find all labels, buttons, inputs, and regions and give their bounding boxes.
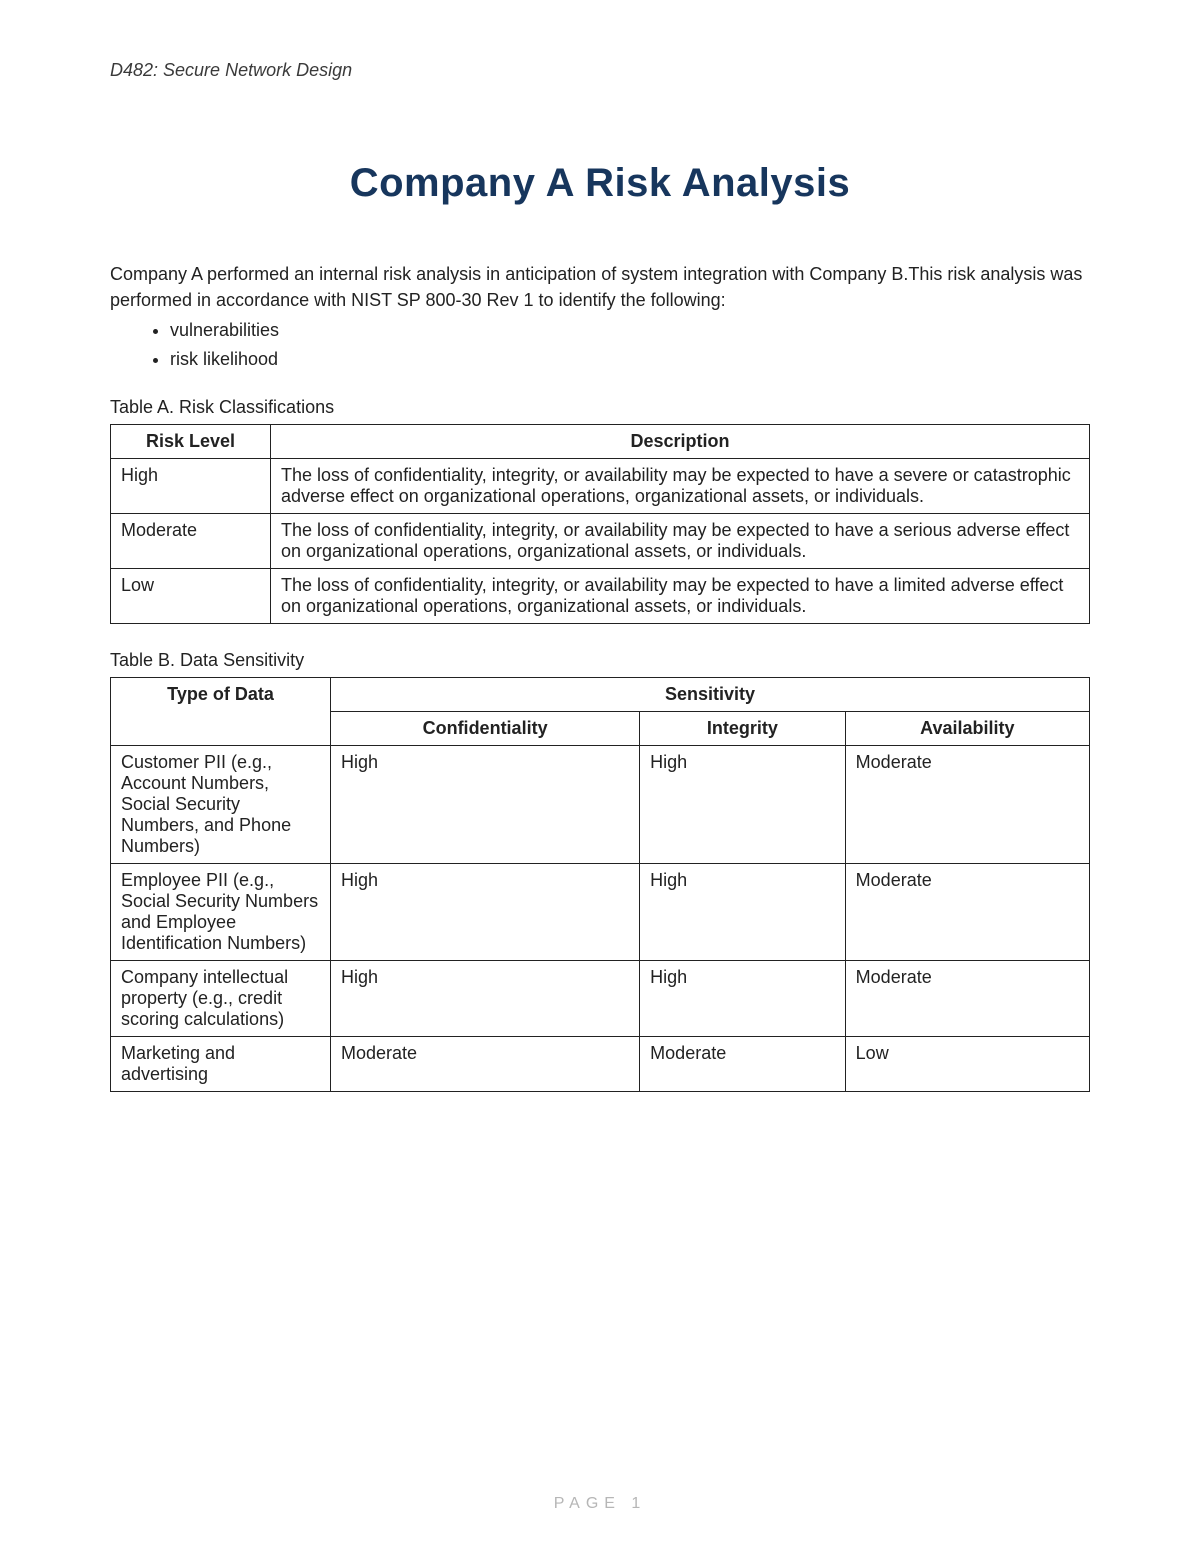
table-b-caption: Table B. Data Sensitivity xyxy=(110,650,1090,671)
cell-confidentiality: High xyxy=(331,961,640,1037)
table-b-col-availability: Availability xyxy=(845,712,1089,746)
table-row: Company intellectual property (e.g., cre… xyxy=(111,961,1090,1037)
table-b-col-integrity: Integrity xyxy=(640,712,846,746)
cell-confidentiality: High xyxy=(331,746,640,864)
cell-type: Customer PII (e.g., Account Numbers, Soc… xyxy=(111,746,331,864)
cell-availability: Moderate xyxy=(845,746,1089,864)
table-b-col-type: Type of Data xyxy=(111,678,331,746)
cell-type: Employee PII (e.g., Social Security Numb… xyxy=(111,864,331,961)
table-row: Customer PII (e.g., Account Numbers, Soc… xyxy=(111,746,1090,864)
document-header: D482: Secure Network Design xyxy=(110,60,1090,81)
table-a-col-description: Description xyxy=(271,425,1090,459)
cell-integrity: High xyxy=(640,961,846,1037)
table-row: Low The loss of confidentiality, integri… xyxy=(111,569,1090,624)
table-row: Marketing and advertising Moderate Moder… xyxy=(111,1037,1090,1092)
intro-paragraph: Company A performed an internal risk ana… xyxy=(110,261,1090,313)
cell-integrity: High xyxy=(640,746,846,864)
table-b-col-confidentiality: Confidentiality xyxy=(331,712,640,746)
cell-risk-level: Moderate xyxy=(111,514,271,569)
cell-description: The loss of confidentiality, integrity, … xyxy=(271,459,1090,514)
table-row: High The loss of confidentiality, integr… xyxy=(111,459,1090,514)
cell-availability: Low xyxy=(845,1037,1089,1092)
document-page: D482: Secure Network Design Company A Ri… xyxy=(0,0,1200,1553)
cell-confidentiality: High xyxy=(331,864,640,961)
table-row: Employee PII (e.g., Social Security Numb… xyxy=(111,864,1090,961)
page-title: Company A Risk Analysis xyxy=(110,161,1090,206)
table-a: Risk Level Description High The loss of … xyxy=(110,424,1090,624)
table-b-col-sensitivity: Sensitivity xyxy=(331,678,1090,712)
cell-integrity: High xyxy=(640,864,846,961)
bullet-item: vulnerabilities xyxy=(170,317,1090,344)
cell-confidentiality: Moderate xyxy=(331,1037,640,1092)
cell-availability: Moderate xyxy=(845,961,1089,1037)
cell-description: The loss of confidentiality, integrity, … xyxy=(271,514,1090,569)
table-row: Moderate The loss of confidentiality, in… xyxy=(111,514,1090,569)
cell-risk-level: High xyxy=(111,459,271,514)
cell-type: Marketing and advertising xyxy=(111,1037,331,1092)
page-footer: PAGE 1 xyxy=(0,1495,1200,1513)
intro-bullets: vulnerabilities risk likelihood xyxy=(170,317,1090,373)
table-b: Type of Data Sensitivity Confidentiality… xyxy=(110,677,1090,1092)
cell-risk-level: Low xyxy=(111,569,271,624)
cell-availability: Moderate xyxy=(845,864,1089,961)
table-a-caption: Table A. Risk Classifications xyxy=(110,397,1090,418)
cell-description: The loss of confidentiality, integrity, … xyxy=(271,569,1090,624)
cell-type: Company intellectual property (e.g., cre… xyxy=(111,961,331,1037)
table-a-col-risk-level: Risk Level xyxy=(111,425,271,459)
cell-integrity: Moderate xyxy=(640,1037,846,1092)
bullet-item: risk likelihood xyxy=(170,346,1090,373)
